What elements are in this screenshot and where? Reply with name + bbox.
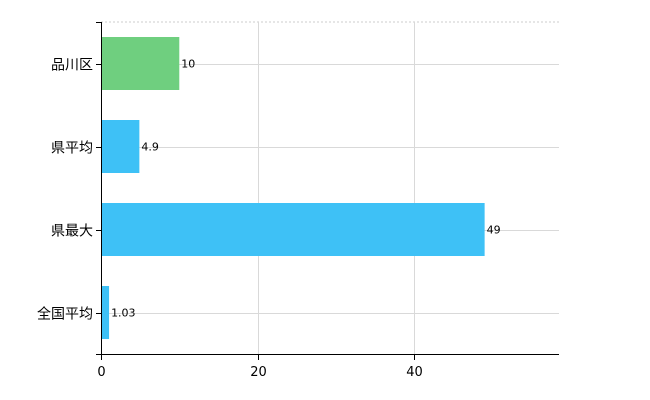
bar-layer <box>101 37 485 339</box>
category-label: 品川区 <box>51 58 93 74</box>
category-label: 全国平均 <box>37 306 93 323</box>
category-label: 県最大 <box>51 224 93 240</box>
x-tick-label: 20 <box>250 365 267 380</box>
x-tick-label: 0 <box>97 365 105 380</box>
data-label: 4.9 <box>141 141 159 154</box>
axis-layer <box>96 22 559 360</box>
bar <box>101 120 140 173</box>
category-label: 県平均 <box>51 141 93 157</box>
data-label: 49 <box>487 224 501 237</box>
x-tick-label: 40 <box>406 365 423 380</box>
bar <box>101 37 180 90</box>
bar <box>101 203 485 256</box>
data-label: 10 <box>181 58 195 71</box>
bar <box>101 286 110 339</box>
data-label: 1.03 <box>111 307 136 320</box>
